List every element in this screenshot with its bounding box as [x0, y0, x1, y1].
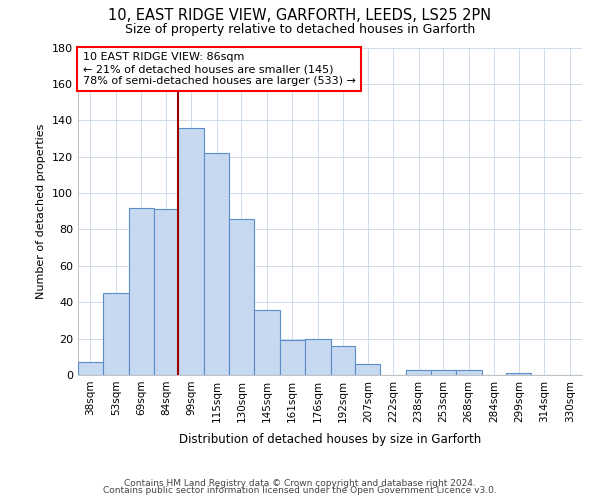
Y-axis label: Number of detached properties: Number of detached properties: [37, 124, 46, 299]
Text: Contains public sector information licensed under the Open Government Licence v3: Contains public sector information licen…: [103, 486, 497, 495]
Bar: [355, 364, 380, 375]
Text: Contains HM Land Registry data © Crown copyright and database right 2024.: Contains HM Land Registry data © Crown c…: [124, 478, 476, 488]
Text: Size of property relative to detached houses in Garforth: Size of property relative to detached ho…: [125, 22, 475, 36]
Text: 10, EAST RIDGE VIEW, GARFORTH, LEEDS, LS25 2PN: 10, EAST RIDGE VIEW, GARFORTH, LEEDS, LS…: [109, 8, 491, 22]
Bar: [129, 208, 154, 375]
Bar: [78, 362, 103, 375]
Text: 10 EAST RIDGE VIEW: 86sqm
← 21% of detached houses are smaller (145)
78% of semi: 10 EAST RIDGE VIEW: 86sqm ← 21% of detac…: [83, 52, 356, 86]
Bar: [455, 370, 482, 375]
Bar: [331, 346, 355, 375]
Bar: [205, 153, 229, 375]
Bar: [305, 338, 331, 375]
Bar: [431, 370, 455, 375]
Bar: [280, 340, 305, 375]
Bar: [178, 128, 205, 375]
Bar: [154, 210, 178, 375]
Bar: [103, 293, 129, 375]
Bar: [229, 218, 254, 375]
Bar: [406, 370, 431, 375]
Bar: [254, 310, 280, 375]
Bar: [506, 373, 531, 375]
X-axis label: Distribution of detached houses by size in Garforth: Distribution of detached houses by size …: [179, 433, 481, 446]
